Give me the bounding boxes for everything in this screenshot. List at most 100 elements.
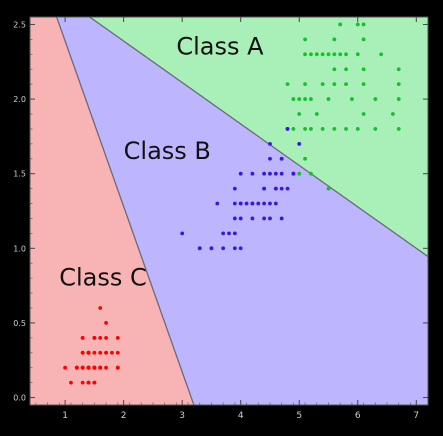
x-tick-label: 3: [179, 411, 185, 421]
data-point: [250, 171, 255, 176]
data-point: [373, 127, 378, 131]
data-point: [320, 127, 325, 131]
data-point: [268, 216, 272, 221]
data-point: [309, 52, 313, 57]
data-point: [355, 22, 360, 27]
data-point: [273, 201, 278, 206]
data-point: [250, 201, 255, 206]
data-point: [396, 82, 401, 87]
data-point: [244, 201, 249, 206]
data-point: [332, 52, 337, 57]
region-label: Class A: [176, 32, 264, 60]
data-point: [273, 171, 278, 176]
data-point: [361, 82, 366, 87]
data-point: [303, 97, 307, 101]
data-point: [291, 97, 296, 101]
data-point: [232, 201, 237, 206]
plot-frame: [29, 16, 429, 406]
data-point: [350, 97, 354, 101]
data-point: [268, 171, 272, 176]
series-class-b: [180, 127, 302, 251]
data-point: [232, 231, 237, 236]
data-point: [209, 246, 214, 251]
data-point: [262, 171, 267, 176]
data-point: [291, 127, 296, 131]
data-point: [273, 186, 278, 191]
x-tick-label: 5: [296, 411, 302, 421]
data-point: [309, 127, 313, 131]
data-point: [279, 216, 284, 221]
data-point: [80, 365, 85, 370]
data-point: [268, 201, 272, 206]
data-point: [63, 365, 68, 370]
y-tick-label: 0.5: [13, 319, 26, 328]
x-tick-label: 4: [238, 411, 244, 421]
data-point: [86, 350, 91, 355]
data-point: [303, 127, 307, 131]
data-point: [98, 306, 103, 310]
data-point: [326, 186, 331, 191]
data-point: [232, 216, 237, 221]
y-tick-label: 0.0: [13, 394, 26, 403]
data-point: [303, 37, 307, 42]
data-point: [92, 380, 97, 385]
data-point: [115, 365, 120, 370]
data-point: [297, 141, 302, 146]
data-point: [262, 201, 267, 206]
x-tick-label: 2: [121, 411, 127, 421]
data-point: [303, 82, 307, 87]
data-point: [361, 67, 366, 72]
data-point: [344, 52, 348, 57]
data-point: [197, 246, 202, 251]
region-label: Class B: [124, 137, 211, 165]
data-point: [279, 186, 284, 191]
data-point: [309, 171, 313, 176]
data-point: [104, 321, 108, 325]
data-point: [291, 171, 296, 176]
data-point: [69, 380, 73, 385]
data-point: [80, 350, 85, 355]
data-point: [355, 127, 360, 131]
data-point: [279, 156, 284, 161]
data-point: [115, 350, 120, 355]
data-point: [320, 82, 325, 87]
region-class-c: [30, 17, 194, 405]
x-tick-label: 7: [413, 411, 419, 421]
data-point: [332, 67, 337, 72]
data-point: [98, 365, 103, 370]
data-point: [297, 97, 302, 101]
data-point: [297, 171, 302, 176]
data-point: [338, 52, 343, 57]
data-point: [390, 112, 395, 116]
data-point: [268, 141, 272, 146]
data-point: [396, 127, 401, 131]
data-point: [238, 171, 243, 176]
data-point: [221, 246, 226, 251]
y-tick-label: 2.0: [13, 95, 26, 104]
data-point: [303, 156, 307, 161]
data-point: [361, 37, 366, 42]
data-point: [361, 112, 366, 116]
data-point: [86, 365, 91, 370]
y-tick-label: 1.5: [13, 170, 26, 179]
series-class-c: [63, 306, 120, 385]
data-point: [80, 380, 85, 385]
data-point: [285, 186, 290, 191]
data-point: [332, 82, 337, 87]
data-point: [215, 201, 220, 206]
data-point: [332, 127, 337, 131]
data-point: [221, 231, 226, 236]
series-class-a: [285, 22, 401, 191]
data-point: [92, 350, 97, 355]
data-point: [238, 216, 243, 221]
data-point: [232, 186, 237, 191]
data-point: [268, 156, 272, 161]
x-tick-label: 6: [355, 411, 361, 421]
data-point: [115, 335, 120, 340]
data-point: [285, 82, 290, 87]
data-point: [98, 335, 103, 340]
